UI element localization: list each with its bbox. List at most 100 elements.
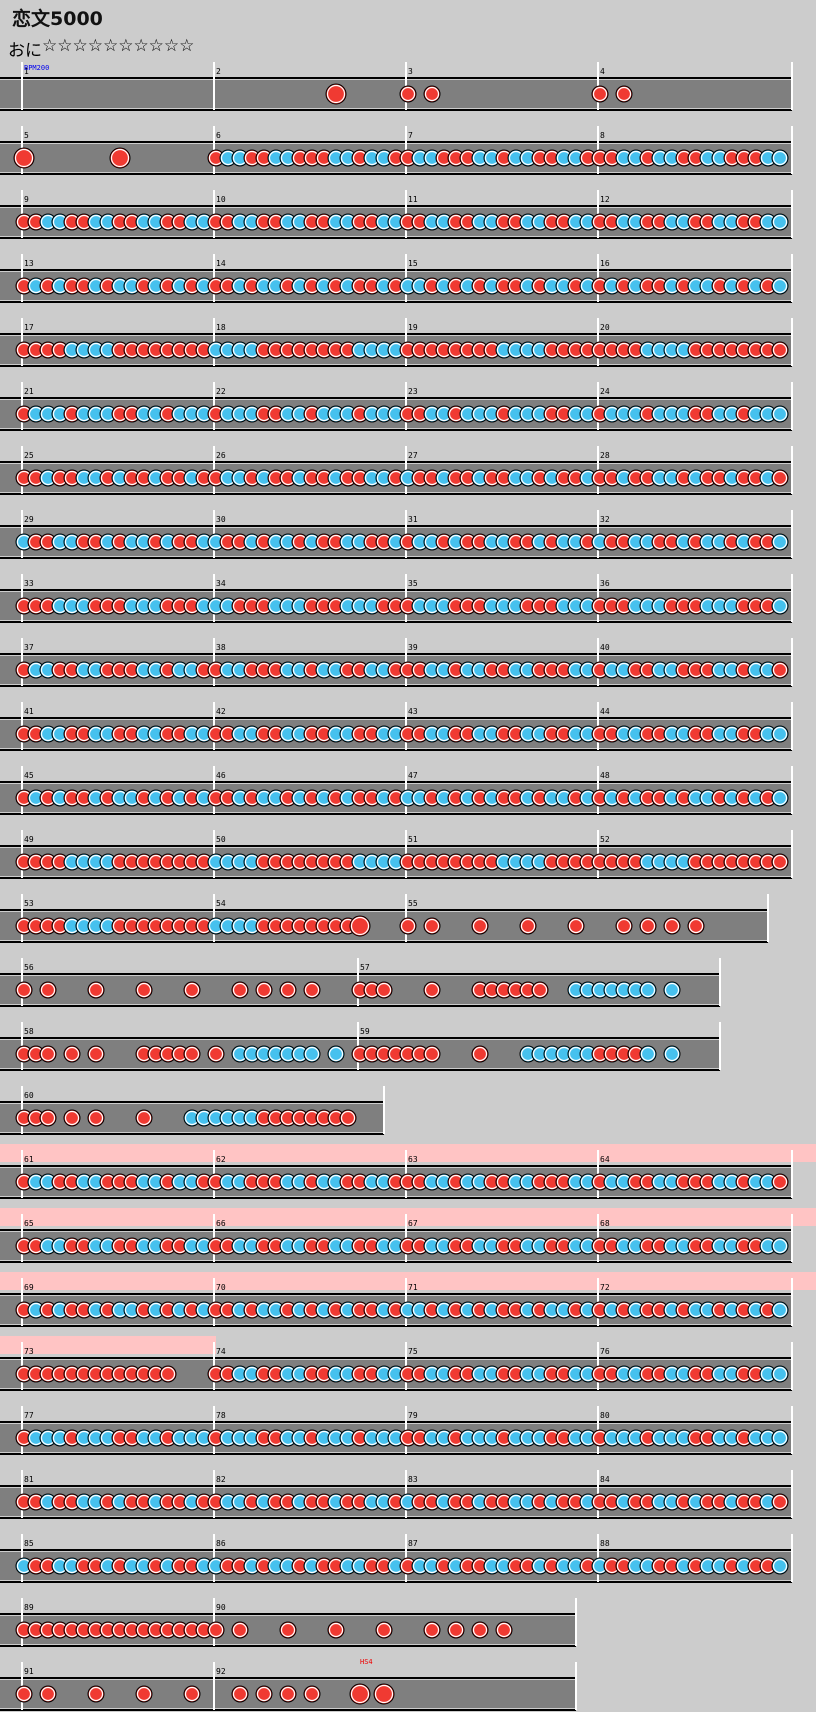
measure-number: 70	[216, 1283, 226, 1292]
measure-number: 52	[600, 835, 610, 844]
ka-note	[771, 533, 789, 551]
don-note	[591, 85, 609, 103]
note-rim	[664, 982, 680, 998]
measure-number: 83	[408, 1475, 418, 1484]
measure-number: 82	[216, 1475, 226, 1484]
note-rim	[400, 86, 416, 102]
measure-number: 88	[600, 1539, 610, 1548]
measure-number: 65	[24, 1219, 34, 1228]
difficulty-stars: ☆☆☆☆☆☆☆☆☆☆	[42, 36, 195, 56]
measure-number: 21	[24, 387, 34, 396]
note-rim	[256, 982, 272, 998]
measure-number: 34	[216, 579, 226, 588]
don-note	[15, 981, 33, 999]
measure-number: 40	[600, 643, 610, 652]
note-rim	[772, 726, 788, 742]
measure-number: 36	[600, 579, 610, 588]
note-rim	[184, 1686, 200, 1702]
measure-number: 66	[216, 1219, 226, 1228]
don-note	[771, 1493, 789, 1511]
note-rim	[772, 790, 788, 806]
don-note	[231, 1685, 249, 1703]
note-rim	[772, 1302, 788, 1318]
note-rim	[424, 918, 440, 934]
measure-number: 76	[600, 1347, 610, 1356]
note-rim	[326, 84, 346, 104]
note-rim	[40, 1046, 56, 1062]
note-rim	[232, 982, 248, 998]
note-rim	[688, 918, 704, 934]
note-rim	[640, 982, 656, 998]
note-rim	[376, 982, 392, 998]
note-rim	[448, 1622, 464, 1638]
measure-number: 54	[216, 899, 226, 908]
note-rim	[772, 214, 788, 230]
measure-number: 47	[408, 771, 418, 780]
note-rim	[772, 662, 788, 678]
note-rim	[16, 1686, 32, 1702]
note-rim	[350, 1684, 370, 1704]
note-rim	[616, 918, 632, 934]
measure-number: 46	[216, 771, 226, 780]
don-note	[303, 1685, 321, 1703]
measure-number: 38	[216, 643, 226, 652]
don-note	[15, 1685, 33, 1703]
note-rim	[424, 982, 440, 998]
measure-number: 15	[408, 259, 418, 268]
ka-note	[771, 1237, 789, 1255]
note-rim	[184, 982, 200, 998]
don-note	[399, 917, 417, 935]
measure-number: 60	[24, 1091, 34, 1100]
measure-number: 18	[216, 323, 226, 332]
note-rim	[280, 1686, 296, 1702]
don-note	[303, 981, 321, 999]
ka-note	[771, 1301, 789, 1319]
don-note	[771, 341, 789, 359]
measure-number: 4	[600, 67, 605, 76]
measure-number: 81	[24, 1475, 34, 1484]
don-note	[349, 1683, 371, 1705]
ka-note	[327, 1045, 345, 1063]
don-note	[771, 853, 789, 871]
measure-number: 51	[408, 835, 418, 844]
don-note	[519, 917, 537, 935]
ka-note	[771, 149, 789, 167]
note-rim	[256, 1686, 272, 1702]
note-rim	[772, 406, 788, 422]
measure-number: 2	[216, 67, 221, 76]
measure-number: 48	[600, 771, 610, 780]
don-note	[687, 917, 705, 935]
note-rim	[616, 86, 632, 102]
measure-number: 86	[216, 1539, 226, 1548]
measure-number: 50	[216, 835, 226, 844]
bpm-annotation: BPM200	[24, 64, 49, 72]
measure-number: 39	[408, 643, 418, 652]
scroll-annotation: HS4	[360, 1658, 373, 1666]
don-note	[39, 1685, 57, 1703]
gogo-band	[0, 1144, 816, 1162]
note-rim	[136, 1686, 152, 1702]
measure-number: 73	[24, 1347, 34, 1356]
measure-number: 89	[24, 1603, 34, 1612]
don-note	[373, 1683, 395, 1705]
measure-number: 68	[600, 1219, 610, 1228]
note-rim	[40, 1110, 56, 1126]
note-rim	[772, 1174, 788, 1190]
measure-number: 92	[216, 1667, 226, 1676]
note-rim	[664, 1046, 680, 1062]
don-note	[231, 981, 249, 999]
note-rim	[14, 148, 34, 168]
note-rim	[592, 86, 608, 102]
measure-number: 55	[408, 899, 418, 908]
ka-note	[639, 1045, 657, 1063]
don-note	[135, 981, 153, 999]
ka-note	[771, 1429, 789, 1447]
measure-number: 49	[24, 835, 34, 844]
don-note	[255, 1685, 273, 1703]
don-note	[135, 1109, 153, 1127]
note-rim	[304, 1686, 320, 1702]
note-rim	[640, 918, 656, 934]
note-rim	[472, 1622, 488, 1638]
note-rim	[772, 1494, 788, 1510]
measure-number: 27	[408, 451, 418, 460]
